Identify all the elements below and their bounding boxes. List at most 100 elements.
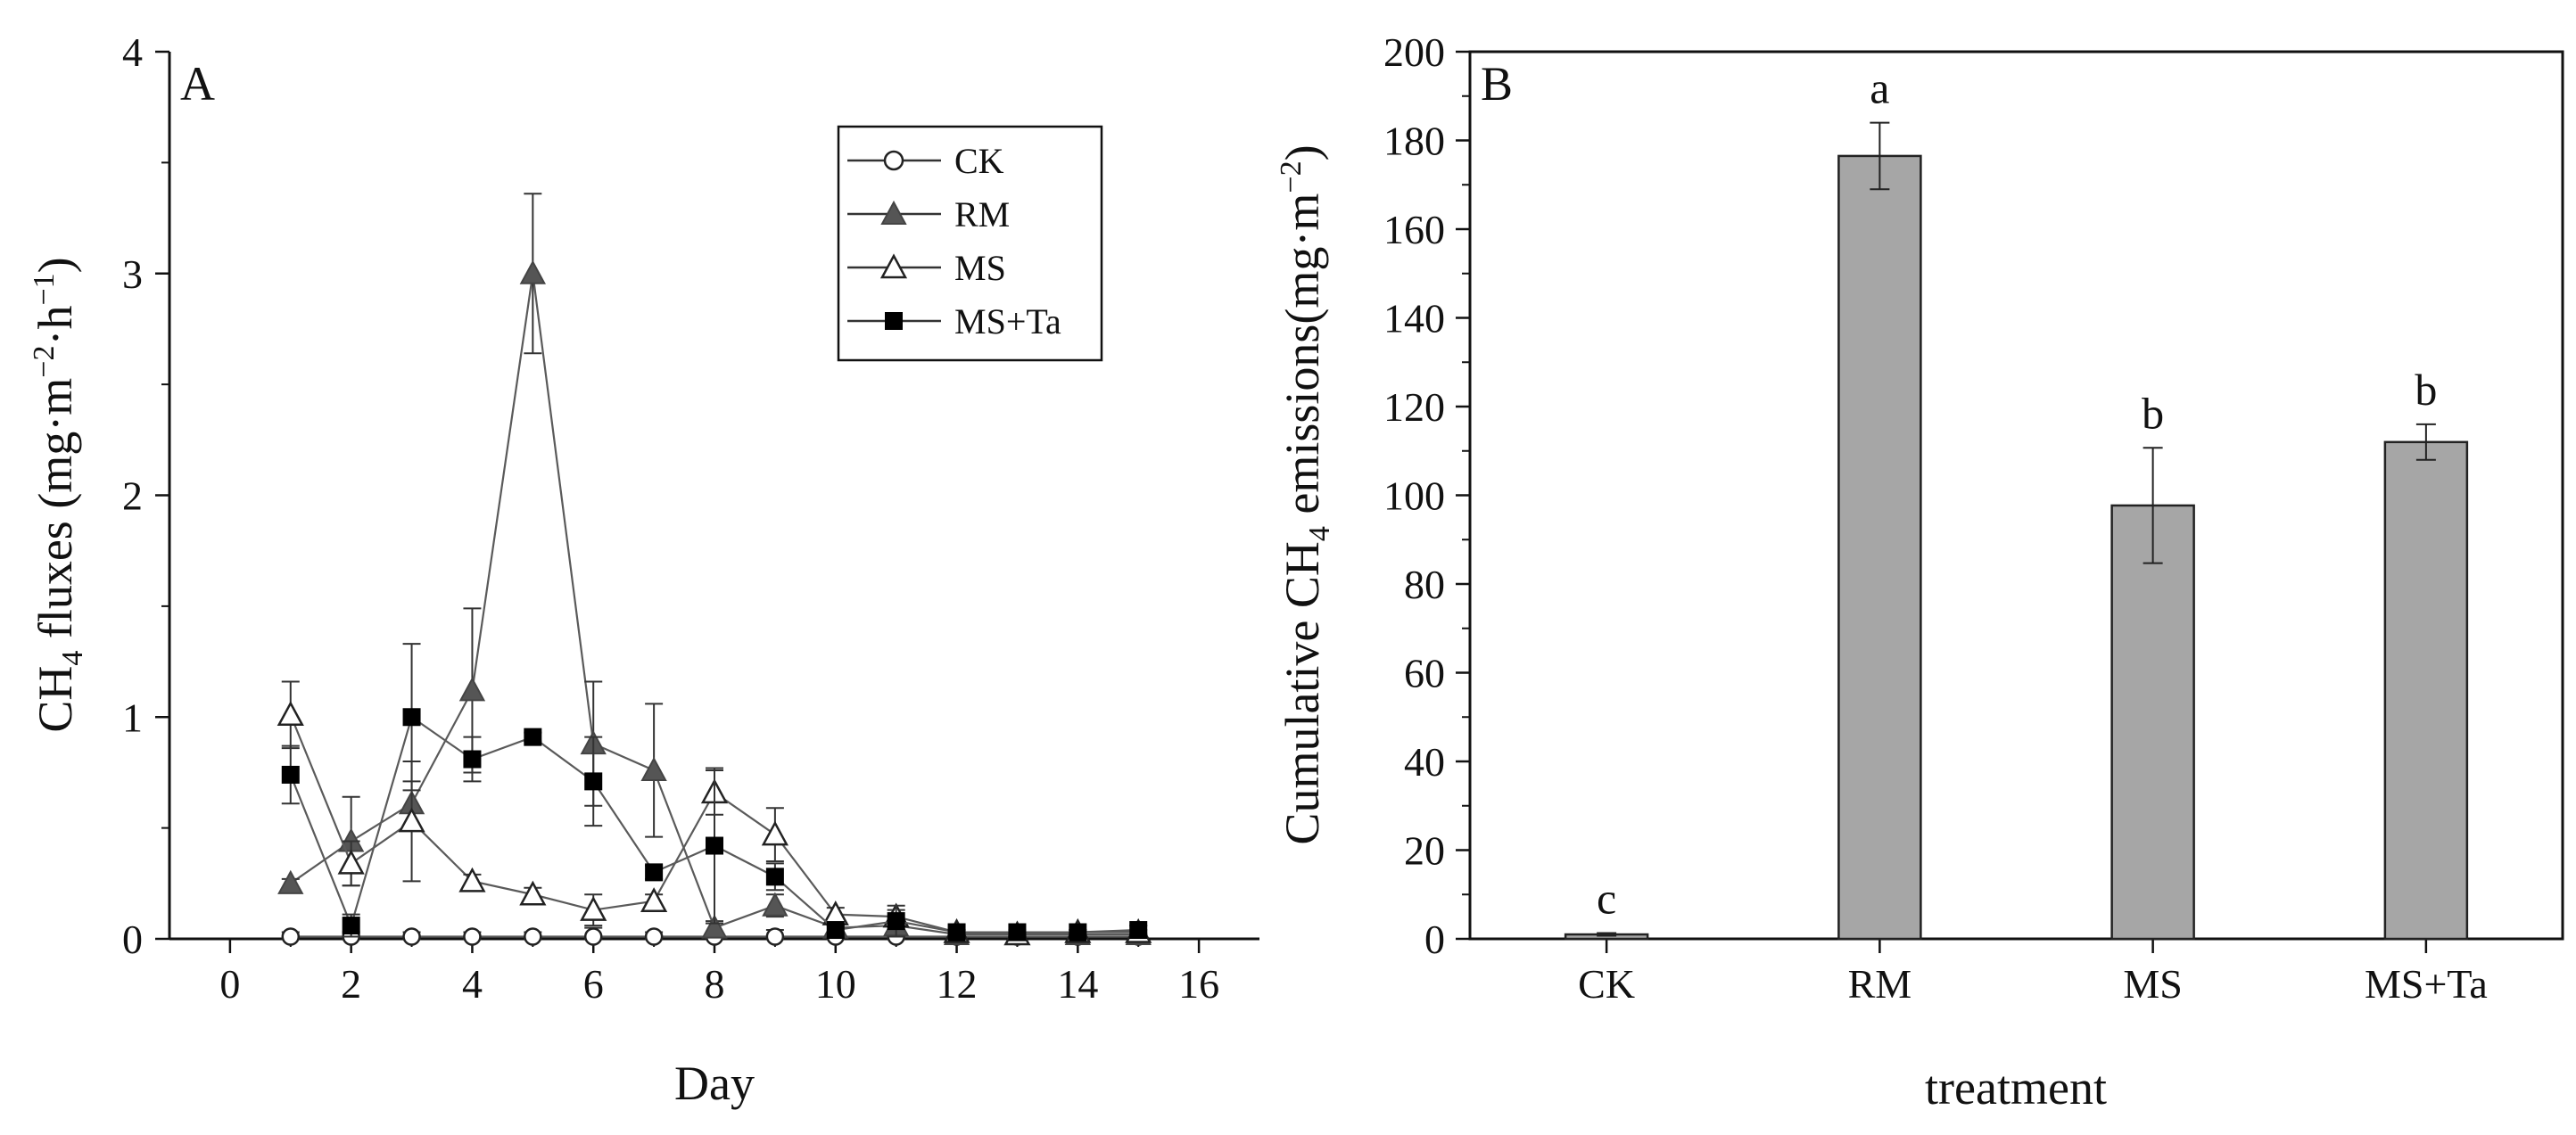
panel-b-bars: c CK a RM b MS b MS+Ta bbox=[1564, 63, 2488, 1007]
legend-marker-rm bbox=[880, 200, 907, 225]
x-tick-label: 10 bbox=[815, 961, 856, 1007]
data-point-rm bbox=[519, 259, 547, 284]
legend-item-rm: RM bbox=[847, 194, 1010, 234]
x-tick-label: 8 bbox=[705, 961, 725, 1007]
category-label: MS+Ta bbox=[2365, 961, 2488, 1007]
legend-marker-ms bbox=[879, 253, 908, 279]
data-point-ms-ta bbox=[765, 868, 784, 886]
data-point-ms-ta bbox=[887, 912, 905, 931]
legend-item-ck: CK bbox=[847, 141, 1004, 181]
legend-item-ms: MS bbox=[847, 248, 1006, 288]
y-tick-label: 3 bbox=[122, 251, 143, 297]
y-tick-label: 80 bbox=[1404, 562, 1445, 607]
category-label: RM bbox=[1848, 961, 1912, 1007]
data-point-ms-ta bbox=[706, 836, 723, 855]
y-tick-label: 0 bbox=[1424, 917, 1445, 962]
y-tick-label: 4 bbox=[122, 29, 143, 75]
data-point-ms bbox=[640, 887, 668, 912]
y-tick-label: 0 bbox=[122, 917, 143, 962]
legend-label-rm: RM bbox=[954, 194, 1010, 234]
panel-a-x-title: Day bbox=[674, 1057, 755, 1110]
series-ms-ta bbox=[281, 643, 1148, 942]
panel-a-y-title-sup1: −2 bbox=[28, 346, 61, 378]
y-tick-label: 20 bbox=[1404, 828, 1445, 874]
x-tick-label: 4 bbox=[462, 961, 483, 1007]
panel-a-y-title-ch: CH bbox=[29, 666, 82, 733]
data-point-ck bbox=[281, 927, 301, 946]
data-point-ms-ta bbox=[1008, 923, 1027, 942]
data-point-ms-ta bbox=[1129, 921, 1148, 940]
legend-label-ms: MS bbox=[954, 248, 1006, 288]
data-point-ms bbox=[761, 820, 788, 846]
y-tick-label: 160 bbox=[1383, 207, 1445, 252]
data-point-ms bbox=[458, 867, 486, 892]
y-tick-label: 60 bbox=[1404, 651, 1445, 696]
panel-b-y-title-sup: −2 bbox=[1275, 160, 1308, 193]
data-point-ms bbox=[519, 880, 547, 906]
data-point-rm bbox=[701, 914, 728, 939]
panel-a-y-title-sub: 4 bbox=[56, 651, 89, 666]
panel-b-y-title-sub: 4 bbox=[1303, 526, 1336, 541]
y-tick-label: 100 bbox=[1383, 473, 1445, 519]
panel-b-y-title-main: Cumulative CH bbox=[1276, 541, 1329, 844]
legend-label-ms-ta: MS+Ta bbox=[954, 301, 1061, 341]
panel-b-y-title-text: emissions(mg·m bbox=[1276, 193, 1329, 527]
data-point-ms-ta bbox=[947, 923, 966, 942]
data-point-ms-ta bbox=[524, 728, 542, 746]
data-point-rm bbox=[277, 869, 304, 894]
data-point-ms bbox=[337, 849, 365, 875]
data-point-ck bbox=[524, 927, 542, 946]
panel-b-letter: B bbox=[1481, 57, 1513, 111]
category-label: CK bbox=[1578, 961, 1635, 1007]
significance-letter: b bbox=[2142, 388, 2164, 438]
data-point-rm bbox=[640, 756, 667, 781]
data-point-ms-ta bbox=[281, 765, 300, 784]
data-point-ms-ta bbox=[645, 863, 664, 882]
y-tick-label: 120 bbox=[1383, 384, 1445, 430]
significance-letter: a bbox=[1870, 63, 1889, 113]
data-point-ck bbox=[402, 927, 421, 946]
x-tick-label: 0 bbox=[219, 961, 240, 1007]
panel-b-y-title: Cumulative CH4 emissions(mg·m−2) bbox=[1275, 144, 1336, 844]
data-point-ms-ta bbox=[826, 921, 845, 940]
data-point-ck bbox=[463, 927, 482, 946]
legend-item-ms-ta: MS+Ta bbox=[847, 301, 1061, 341]
data-point-ms-ta bbox=[1069, 923, 1087, 942]
y-tick-label: 180 bbox=[1383, 119, 1445, 164]
panel-a-x-ticks: 0 2 4 6 8 10 12 14 16 bbox=[219, 939, 1219, 1007]
legend-marker-ms-ta bbox=[885, 312, 903, 330]
data-point-ms bbox=[277, 701, 304, 727]
panel-a-series bbox=[277, 193, 1152, 946]
y-tick-label: 2 bbox=[122, 473, 143, 519]
panel-a-y-title-sup2: −1 bbox=[28, 273, 61, 305]
y-tick-label: 140 bbox=[1383, 296, 1445, 341]
y-tick-label: 200 bbox=[1383, 29, 1445, 75]
data-point-ms bbox=[822, 901, 849, 925]
significance-letter: c bbox=[1597, 874, 1616, 924]
data-point-ms-ta bbox=[463, 750, 482, 769]
data-point-ms-ta bbox=[584, 772, 603, 791]
panel-b: 0 20 40 60 80 100 120 140 160 180 200 c CK a RM b MS b MS… bbox=[1275, 29, 2564, 1114]
panel-a-letter: A bbox=[180, 57, 215, 111]
x-tick-label: 6 bbox=[583, 961, 604, 1007]
bar-ms-ta bbox=[2383, 440, 2469, 941]
panel-a-y-title-mid: ·h bbox=[29, 306, 82, 346]
data-point-ms-ta bbox=[342, 917, 360, 935]
x-tick-label: 2 bbox=[341, 961, 361, 1007]
x-tick-label: 16 bbox=[1178, 961, 1219, 1007]
y-tick-label: 40 bbox=[1404, 739, 1445, 785]
bar-rm bbox=[1837, 154, 1922, 941]
data-point-ms-ta bbox=[402, 708, 421, 727]
x-tick-label: 12 bbox=[937, 961, 978, 1007]
data-point-ck bbox=[644, 927, 664, 946]
data-point-ck bbox=[765, 927, 785, 946]
data-point-rm bbox=[762, 892, 788, 917]
panel-b-y-ticks: 0 20 40 60 80 100 120 140 160 180 200 bbox=[1383, 29, 1470, 962]
data-point-ms bbox=[580, 896, 607, 921]
panel-b-x-title: treatment bbox=[1925, 1061, 2107, 1114]
data-point-rm bbox=[458, 677, 486, 702]
legend-label-ck: CK bbox=[954, 141, 1004, 181]
legend: CK RM MS MS+Ta bbox=[837, 125, 1103, 362]
data-point-ck bbox=[583, 927, 603, 946]
